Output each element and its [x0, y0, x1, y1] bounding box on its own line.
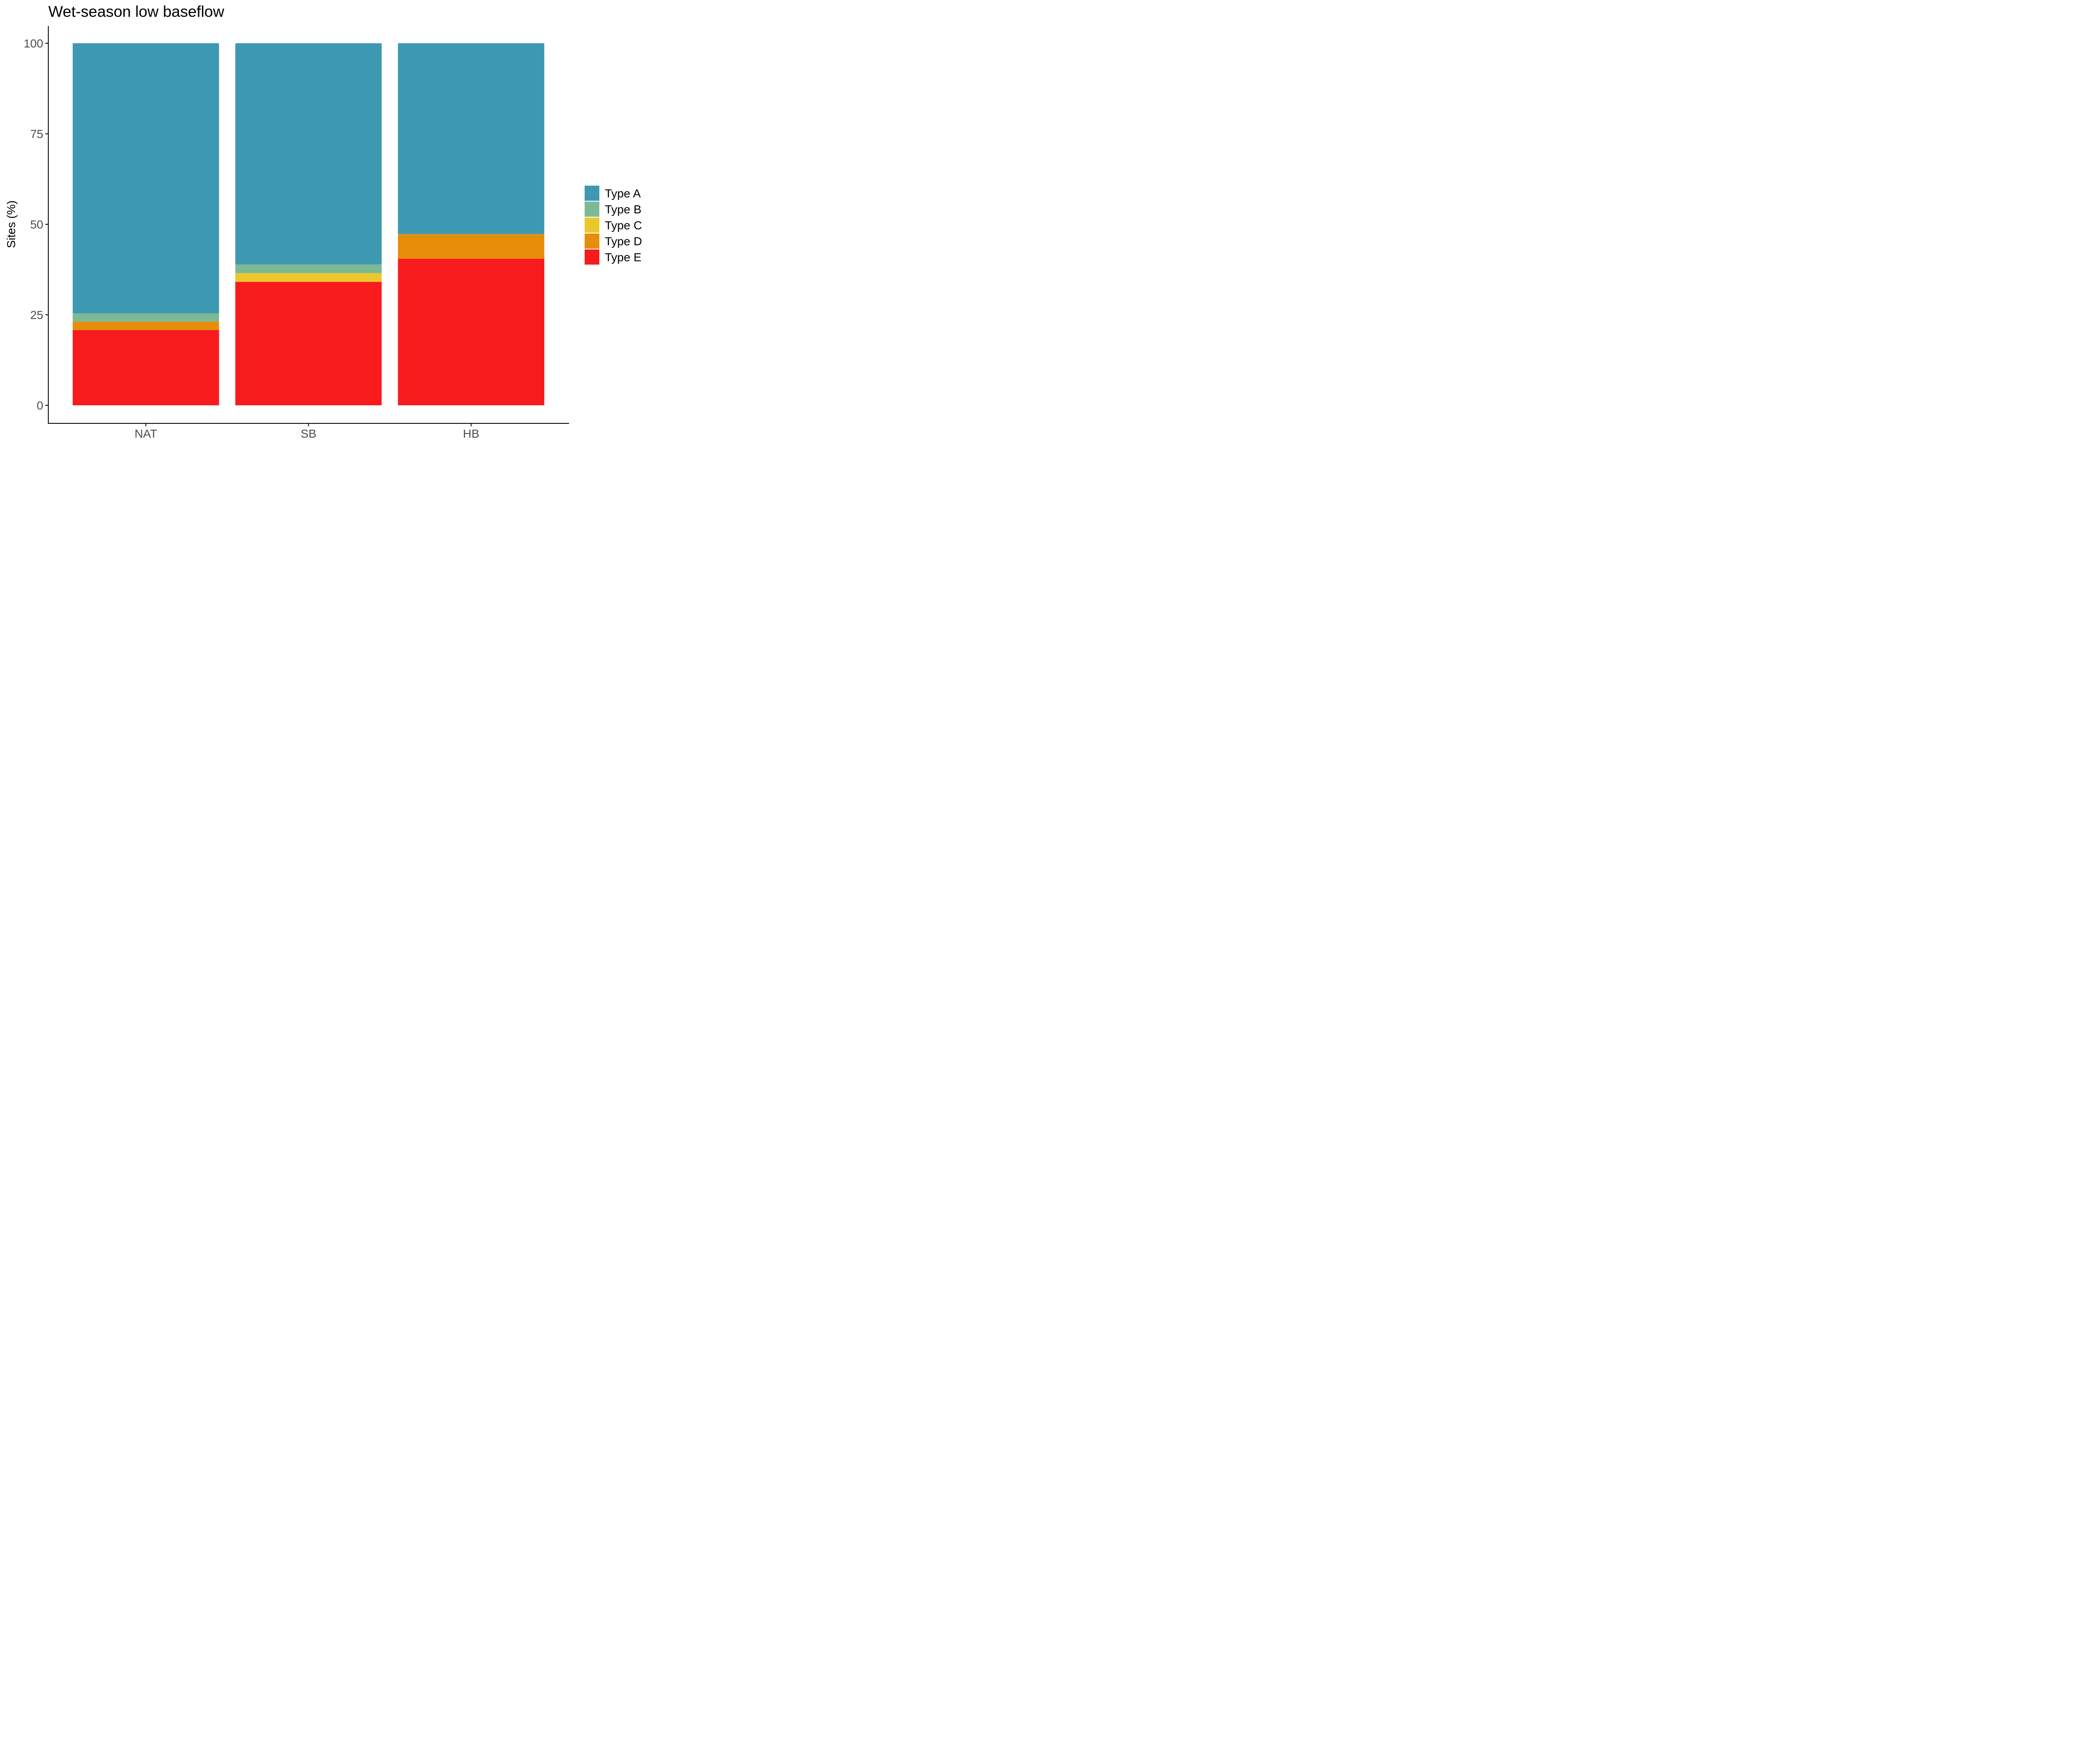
bar-segment-sb-type-a: [235, 43, 382, 265]
legend-label: Type B: [605, 203, 641, 216]
legend-swatch-type-b: [585, 202, 599, 217]
bars-layer: [73, 43, 544, 405]
legend-label: Type E: [605, 251, 641, 264]
y-tick-label: 75: [30, 128, 43, 141]
legend-swatch-type-c: [585, 218, 599, 233]
bar-segment-nat-type-a: [73, 43, 219, 314]
legend-swatch-type-e: [585, 249, 599, 265]
y-tick-label: 25: [30, 309, 43, 322]
y-tick-label: 0: [37, 399, 43, 412]
bar-segment-sb-type-b: [235, 264, 382, 273]
bar-segment-hb-type-e: [398, 258, 544, 405]
x-tick-label: SB: [301, 427, 316, 440]
legend-swatch-type-d: [585, 234, 599, 249]
legend-label: Type D: [605, 235, 642, 248]
legend-label: Type A: [605, 187, 641, 200]
bar-segment-nat-type-d: [73, 321, 219, 330]
bar-segment-sb-type-e: [235, 282, 382, 405]
y-axis-ticks: 0 25 50 75 100: [24, 37, 48, 412]
x-axis-ticks: NAT SB HB: [134, 423, 479, 440]
legend-label: Type C: [605, 219, 642, 232]
legend: Type A Type B Type C Type D Type E: [585, 186, 642, 265]
legend-swatch-type-a: [585, 186, 599, 201]
y-tick-label: 50: [30, 218, 43, 231]
bar-segment-nat-type-e: [73, 330, 219, 405]
bar-segment-hb-type-d: [398, 234, 544, 259]
y-tick-label: 100: [24, 37, 43, 50]
bar-segment-hb-type-a: [398, 43, 544, 234]
chart-title: Wet-season low baseflow: [48, 3, 224, 20]
y-axis-label: Sites (%): [5, 200, 18, 248]
bar-segment-nat-type-b: [73, 313, 219, 322]
x-tick-label: NAT: [134, 427, 157, 440]
x-tick-label: HB: [463, 427, 479, 440]
bar-segment-sb-type-c: [235, 273, 382, 282]
stacked-bar-chart: Wet-season low baseflow Sites (%) 0 25 50 7…: [5, 3, 642, 440]
